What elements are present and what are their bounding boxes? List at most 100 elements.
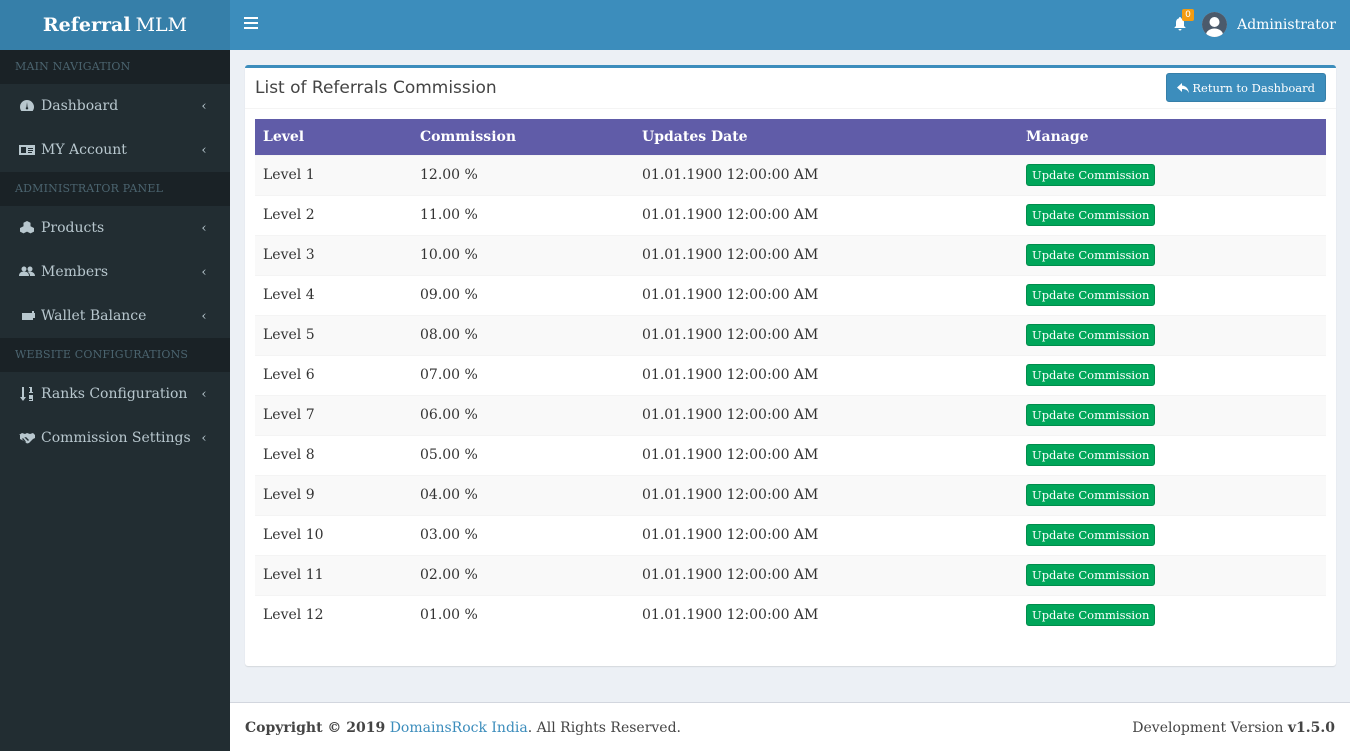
cell-updates-date: 01.01.1900 12:00:00 AM	[642, 607, 819, 624]
sidebar-toggle-icon[interactable]	[244, 17, 258, 31]
cell-manage: Update Commission	[1018, 195, 1326, 235]
table-row: Level 9 04.00 % 01.01.1900 12:00:00 AM Upda…	[255, 475, 1326, 515]
cell-commission: 10.00 %	[420, 247, 478, 263]
column-header-updates-date: Updates Date	[642, 128, 748, 145]
sidebar-item-label: Wallet Balance	[41, 308, 147, 324]
version-label: Development Version	[1132, 720, 1284, 736]
cell-manage: Update Commission	[1018, 475, 1326, 515]
cell-commission: 08.00 %	[420, 327, 478, 343]
handshake-icon	[18, 429, 36, 447]
sidebar-item-members[interactable]: Members ‹	[0, 250, 230, 294]
sidebar-menu: MAIN NAVIGATION Dashboard ‹ MY Account ‹ ADMI…	[0, 50, 230, 460]
cell-commission: 03.00 %	[420, 527, 478, 543]
cell-level: Level 9	[263, 487, 315, 503]
cell-updates-date: 01.01.1900 12:00:00 AM	[642, 567, 819, 583]
update-commission-button[interactable]: Update Commission	[1026, 204, 1156, 226]
sidebar-item-label: MY Account	[41, 142, 127, 158]
cell-commission: 06.00 %	[420, 407, 478, 423]
update-commission-button[interactable]: Update Commission	[1026, 404, 1156, 426]
update-commission-button[interactable]: Update Commission	[1026, 484, 1156, 506]
sidebar-item-label: Ranks Configuration	[41, 386, 188, 402]
column-header-manage: Manage	[1026, 128, 1089, 145]
cell-updates-date: 01.01.1900 12:00:00 AM	[642, 207, 819, 223]
user-menu[interactable]: Administrator	[1202, 12, 1336, 37]
sidebar-item-my-account[interactable]: MY Account ‹	[0, 128, 230, 172]
update-commission-button[interactable]: Update Commission	[1026, 164, 1156, 186]
user-avatar	[1202, 12, 1228, 37]
sidebar-section-header: ADMINISTRATOR PANEL	[0, 172, 230, 206]
chevron-left-icon: ‹	[201, 308, 207, 324]
copyright-suffix: . All Rights Reserved.	[527, 720, 682, 736]
notification-count-badge: 0	[1182, 9, 1194, 21]
update-commission-button[interactable]: Update Commission	[1026, 564, 1156, 586]
cell-commission: 04.00 %	[420, 487, 478, 503]
cell-level: Level 8	[263, 447, 315, 463]
logo-rest: MLM	[135, 14, 188, 36]
footer: Copyright © 2019 DomainsRock India. All …	[230, 702, 1350, 751]
users-icon	[18, 263, 36, 281]
cell-updates-date: 01.01.1900 12:00:00 AM	[642, 407, 819, 423]
sidebar-item-wallet-balance[interactable]: Wallet Balance ‹	[0, 294, 230, 338]
chevron-left-icon: ‹	[201, 386, 207, 402]
dashboard-icon	[18, 97, 36, 115]
cell-level: Level 10	[263, 527, 324, 543]
cell-manage: Update Commission	[1018, 395, 1326, 435]
table-row: Level 7 06.00 % 01.01.1900 12:00:00 AM Upda…	[255, 395, 1326, 435]
sidebar-item-products[interactable]: Products ‹	[0, 206, 230, 250]
cell-commission: 01.00 %	[420, 607, 478, 624]
update-commission-button[interactable]: Update Commission	[1026, 364, 1156, 386]
cell-updates-date: 01.01.1900 12:00:00 AM	[642, 167, 819, 183]
cell-commission: 11.00 %	[420, 207, 478, 223]
cell-updates-date: 01.01.1900 12:00:00 AM	[642, 487, 819, 503]
cell-manage: Update Commission	[1018, 555, 1326, 595]
sidebar-item-ranks-configuration[interactable]: Ranks Configuration ‹	[0, 372, 230, 416]
chevron-left-icon: ‹	[201, 220, 207, 236]
cell-level: Level 6	[263, 367, 315, 383]
cell-commission: 02.00 %	[420, 567, 478, 583]
column-header-commission: Commission	[420, 128, 517, 145]
sidebar-item-dashboard[interactable]: Dashboard ‹	[0, 84, 230, 128]
cell-updates-date: 01.01.1900 12:00:00 AM	[642, 447, 819, 463]
cell-manage: Update Commission	[1018, 595, 1326, 635]
sidebar-item-label: Products	[41, 220, 105, 236]
cell-level: Level 4	[263, 287, 315, 303]
return-to-dashboard-button[interactable]: Return to Dashboard	[1166, 73, 1326, 102]
chevron-left-icon: ‹	[201, 264, 207, 280]
update-commission-button[interactable]: Update Commission	[1026, 244, 1156, 266]
chevron-left-icon: ‹	[201, 142, 207, 158]
chevron-left-icon: ‹	[201, 98, 207, 114]
table-row: Level 6 07.00 % 01.01.1900 12:00:00 AM Upda…	[255, 355, 1326, 395]
sidebar-item-label: Commission Settings	[41, 430, 191, 446]
cell-level: Level 12	[263, 607, 324, 624]
version-info: Development Version v1.5.0	[1132, 720, 1335, 736]
table-row: Level 11 02.00 % 01.01.1900 12:00:00 AM Upd…	[255, 555, 1326, 595]
cell-manage: Update Commission	[1018, 275, 1326, 315]
sidebar: Referral MLM MAIN NAVIGATION Dashboard ‹ MY…	[0, 0, 230, 751]
table-row: Level 5 08.00 % 01.01.1900 12:00:00 AM Upda…	[255, 315, 1326, 355]
copyright: Copyright © 2019 DomainsRock India. All …	[245, 720, 681, 736]
cell-level: Level 7	[263, 407, 315, 423]
table-row: Level 2 11.00 % 01.01.1900 12:00:00 AM Upda…	[255, 195, 1326, 235]
update-commission-button[interactable]: Update Commission	[1026, 604, 1156, 627]
sort-numeric-icon	[18, 385, 36, 403]
cell-commission: 05.00 %	[420, 447, 478, 463]
cell-level: Level 5	[263, 327, 315, 343]
update-commission-button[interactable]: Update Commission	[1026, 524, 1156, 546]
app-logo[interactable]: Referral MLM	[0, 0, 230, 50]
return-button-label: Return to Dashboard	[1192, 80, 1315, 95]
update-commission-button[interactable]: Update Commission	[1026, 324, 1156, 346]
update-commission-button[interactable]: Update Commission	[1026, 444, 1156, 466]
cubes-icon	[18, 219, 36, 237]
sidebar-item-commission-settings[interactable]: Commission Settings ‹	[0, 416, 230, 460]
company-link[interactable]: DomainsRock India	[389, 720, 528, 736]
column-header-level: Level	[263, 128, 305, 145]
cell-level: Level 2	[263, 207, 315, 223]
version-number: v1.5.0	[1287, 720, 1335, 736]
table-row: Level 1 12.00 % 01.01.1900 12:00:00 AM Upda…	[255, 155, 1326, 195]
cell-manage: Update Commission	[1018, 355, 1326, 395]
cell-level: Level 11	[263, 567, 324, 583]
update-commission-button[interactable]: Update Commission	[1026, 284, 1156, 306]
cell-updates-date: 01.01.1900 12:00:00 AM	[642, 327, 819, 343]
sidebar-section-header: MAIN NAVIGATION	[0, 50, 230, 84]
cell-updates-date: 01.01.1900 12:00:00 AM	[642, 247, 819, 263]
